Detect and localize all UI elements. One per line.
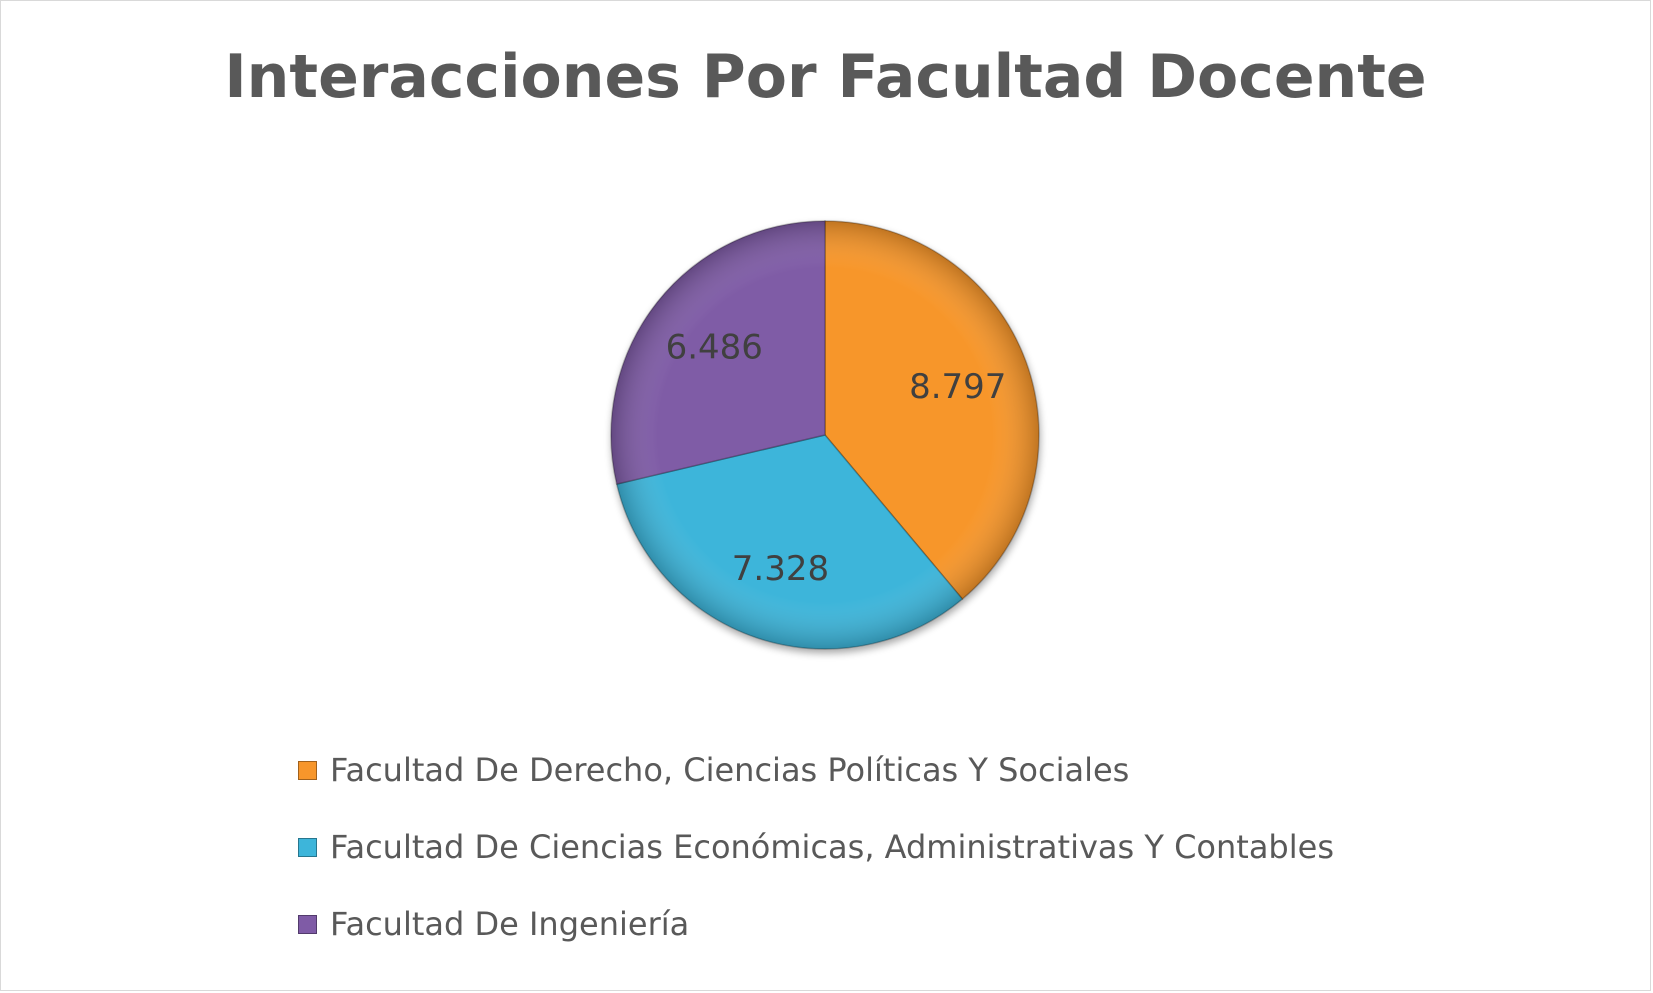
legend-label-economicas: Facultad De Ciencias Económicas, Adminis… <box>330 828 1334 866</box>
legend-label-ingenieria: Facultad De Ingeniería <box>330 905 690 943</box>
legend-label-derecho: Facultad De Derecho, Ciencias Políticas … <box>330 751 1130 789</box>
legend-item-derecho: Facultad De Derecho, Ciencias Políticas … <box>298 748 1129 792</box>
legend-swatch-economicas <box>298 837 317 857</box>
data-label-ingenieria: 6.486 <box>666 327 763 367</box>
legend-item-ingenieria: Facultad De Ingeniería <box>298 902 689 946</box>
data-label-derecho: 8.797 <box>909 367 1006 407</box>
data-label-economicas: 7.328 <box>732 549 829 589</box>
chart-title: Interacciones Por Facultad Docente <box>224 42 1427 112</box>
legend-swatch-derecho <box>298 760 317 780</box>
legend-item-economicas: Facultad De Ciencias Económicas, Adminis… <box>298 825 1334 869</box>
legend-swatch-ingenieria <box>298 914 317 934</box>
